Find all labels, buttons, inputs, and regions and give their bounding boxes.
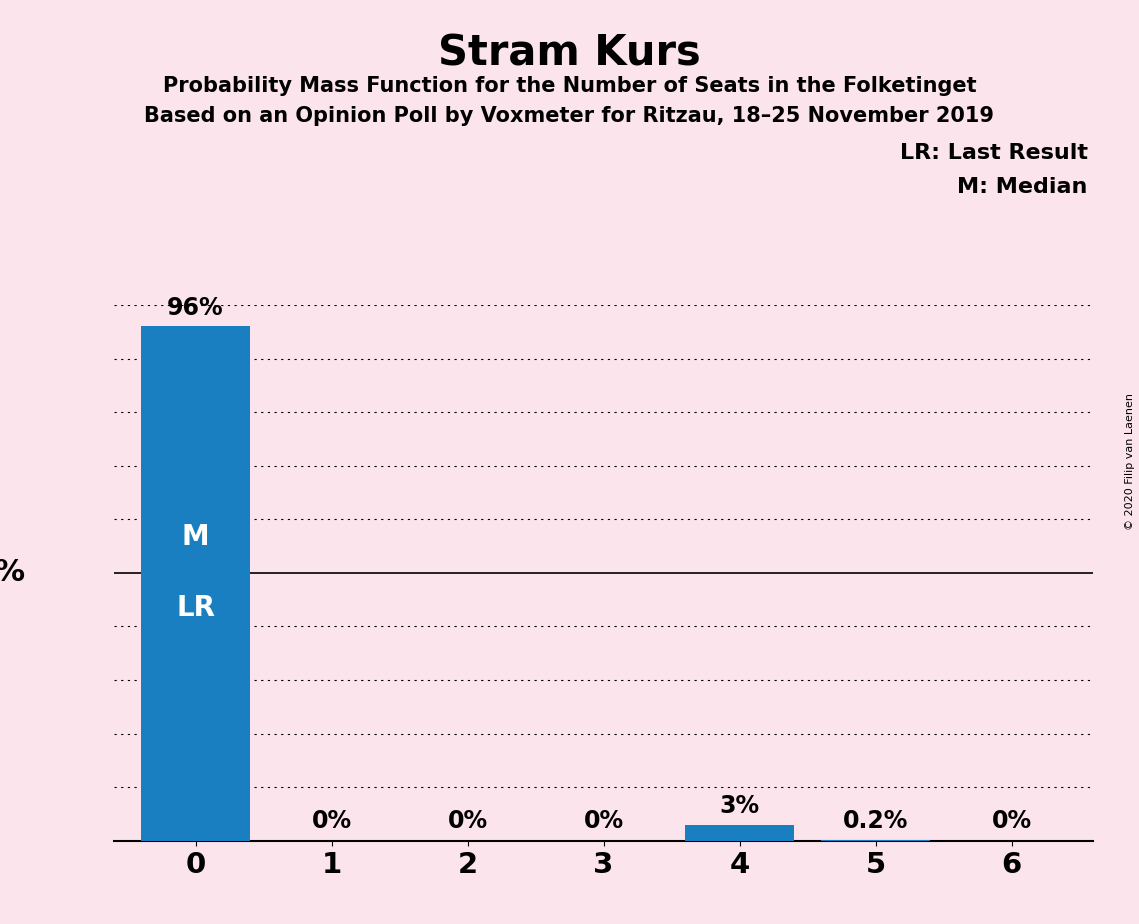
Text: Stram Kurs: Stram Kurs [439, 32, 700, 74]
Bar [821, 840, 931, 841]
Text: M: M [182, 523, 210, 552]
Text: 0%: 0% [992, 808, 1032, 833]
Text: LR: Last Result: LR: Last Result [900, 143, 1088, 164]
Text: 96%: 96% [167, 296, 224, 320]
Bar [686, 825, 794, 841]
Text: 3%: 3% [720, 795, 760, 819]
Text: 0%: 0% [583, 808, 624, 833]
Text: Based on an Opinion Poll by Voxmeter for Ritzau, 18–25 November 2019: Based on an Opinion Poll by Voxmeter for… [145, 106, 994, 127]
Text: 0.2%: 0.2% [843, 808, 909, 833]
Text: 0%: 0% [448, 808, 487, 833]
Text: Probability Mass Function for the Number of Seats in the Folketinget: Probability Mass Function for the Number… [163, 76, 976, 96]
Text: LR: LR [177, 594, 215, 623]
Text: © 2020 Filip van Laenen: © 2020 Filip van Laenen [1125, 394, 1134, 530]
Text: M: Median: M: Median [958, 177, 1088, 198]
Text: 0%: 0% [311, 808, 352, 833]
Text: 50%: 50% [0, 558, 26, 588]
Bar [141, 326, 249, 841]
